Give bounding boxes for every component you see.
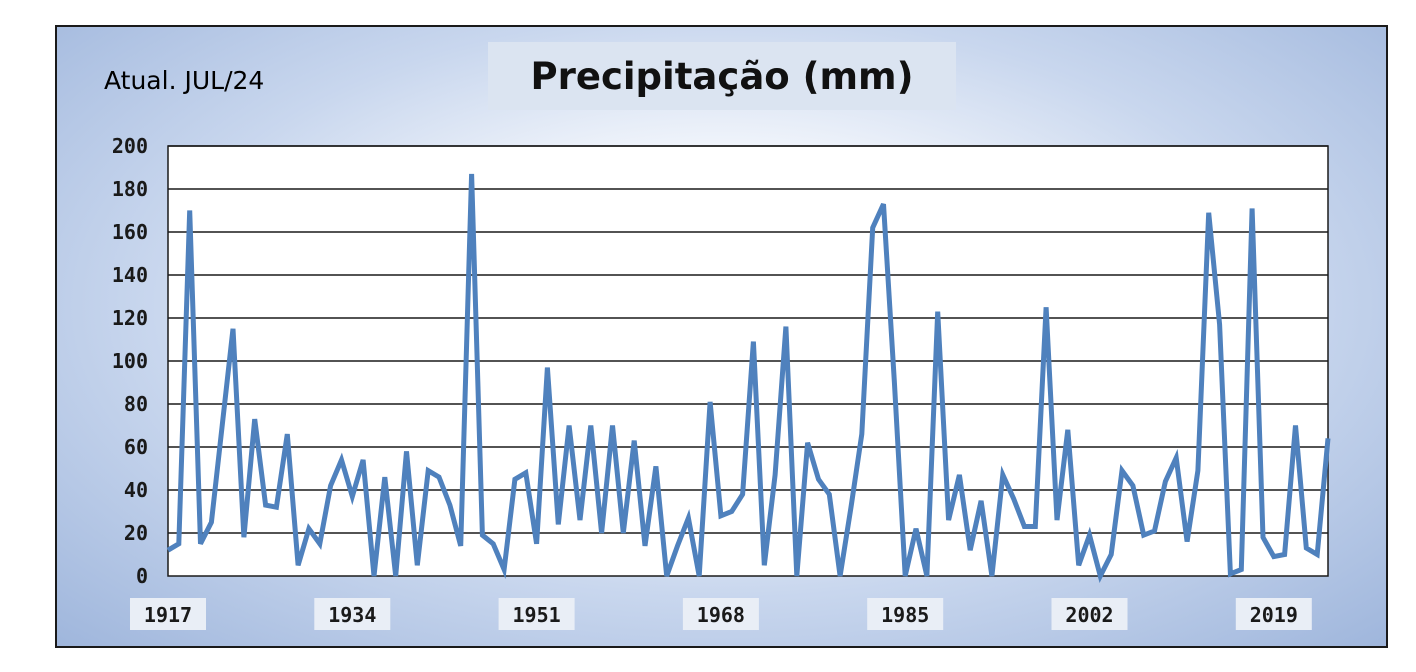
x-tick-label-bg — [314, 598, 391, 630]
x-tick-label: 1917 — [144, 603, 192, 627]
x-axis-ticks: 1917 1934 1951 1968 1985 2002 2019 — [130, 598, 1312, 630]
y-tick-label: 200 — [112, 134, 148, 158]
y-tick-label: 40 — [124, 478, 148, 502]
series-layer — [166, 173, 1331, 583]
x-tick-label: 1951 — [513, 603, 561, 627]
y-tick-label: 180 — [112, 177, 148, 201]
x-tick-label-bg — [1051, 598, 1128, 630]
x-tick-label-bg — [1235, 598, 1312, 630]
y-tick-label: 0 — [136, 564, 148, 588]
x-tick-label-bg — [867, 598, 944, 630]
x-tick-label: 2002 — [1065, 603, 1113, 627]
y-tick-label: 120 — [112, 306, 148, 330]
chart-title: Precipitação (mm) — [530, 54, 914, 98]
y-tick-label: 60 — [124, 435, 148, 459]
y-tick-label: 100 — [112, 349, 148, 373]
series-line — [166, 173, 1331, 583]
x-tick-label: 2019 — [1250, 603, 1298, 627]
x-tick-label: 1968 — [697, 603, 745, 627]
update-note: Atual. JUL/24 — [104, 66, 265, 95]
y-tick-label: 160 — [112, 220, 148, 244]
x-tick-label: 1934 — [328, 603, 376, 627]
x-tick-label-bg — [130, 598, 206, 630]
x-tick-label-bg — [682, 598, 759, 630]
x-tick-label: 1985 — [881, 603, 929, 627]
y-axis-ticks: 0 20 40 60 80 100 120 140 160 180 200 — [112, 134, 148, 588]
y-tick-label: 20 — [124, 521, 148, 545]
y-tick-label: 80 — [124, 392, 148, 416]
y-tick-label: 140 — [112, 263, 148, 287]
chart-title-box: Precipitação (mm) — [488, 42, 956, 110]
x-tick-label-bg — [498, 598, 575, 630]
